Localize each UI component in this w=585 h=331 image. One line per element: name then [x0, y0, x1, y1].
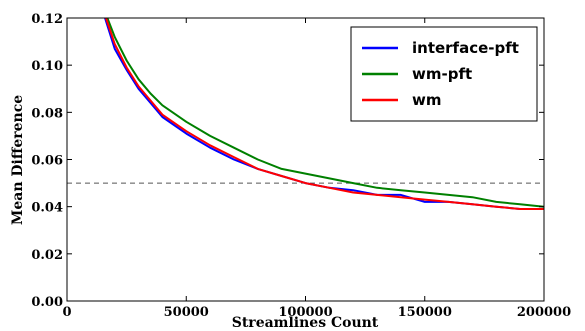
y-tick-label: 0.06: [31, 154, 63, 169]
y-tick-label: 0.00: [31, 295, 63, 310]
y-tick-label: 0.12: [31, 12, 63, 27]
y-tick-label: 0.02: [31, 248, 63, 263]
series-line-wm-pft: [106, 18, 544, 208]
legend-label-wm: wm: [412, 91, 442, 109]
x-tick-label: 50000: [164, 305, 209, 320]
x-tick-label: 100000: [278, 305, 332, 320]
series-line-wm: [104, 18, 544, 210]
legend-label-interface-pft: interface-pft: [412, 39, 519, 57]
y-tick-label: 0.10: [31, 59, 63, 74]
y-tick-label: 0.08: [31, 106, 63, 121]
x-tick-label: 150000: [398, 305, 452, 320]
x-tick-label: 0: [62, 305, 71, 320]
x-axis-label: Streamlines Count: [232, 315, 379, 331]
y-tick-label: 0.04: [31, 201, 63, 216]
y-axis-label: Mean Difference: [10, 95, 26, 225]
x-tick-label: 200000: [517, 305, 571, 320]
legend: interface-pft wm-pft wm: [350, 26, 538, 122]
legend-label-wm-pft: wm-pft: [412, 65, 472, 83]
legend-box: [350, 26, 538, 122]
